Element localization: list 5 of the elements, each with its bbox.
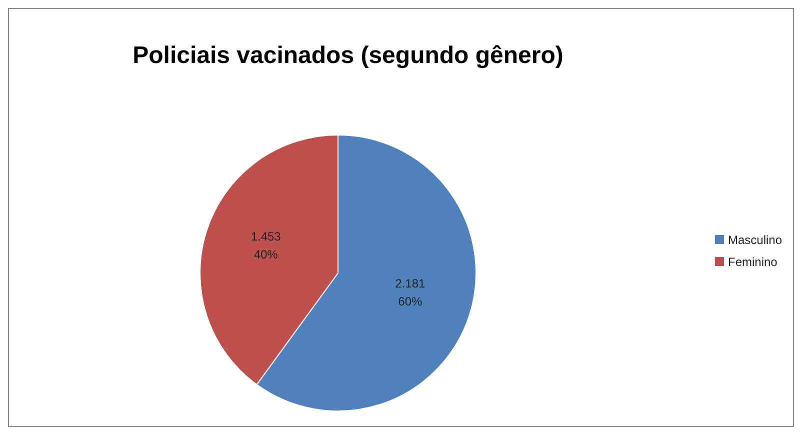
- data-label: 1.453 40%: [250, 230, 282, 262]
- chart-title: Policiais vacinados (segundo gênero): [132, 42, 564, 69]
- data-label: 2.181 60%: [395, 276, 426, 308]
- legend-label: Feminino: [728, 255, 778, 269]
- legend-label: Masculino: [728, 233, 782, 247]
